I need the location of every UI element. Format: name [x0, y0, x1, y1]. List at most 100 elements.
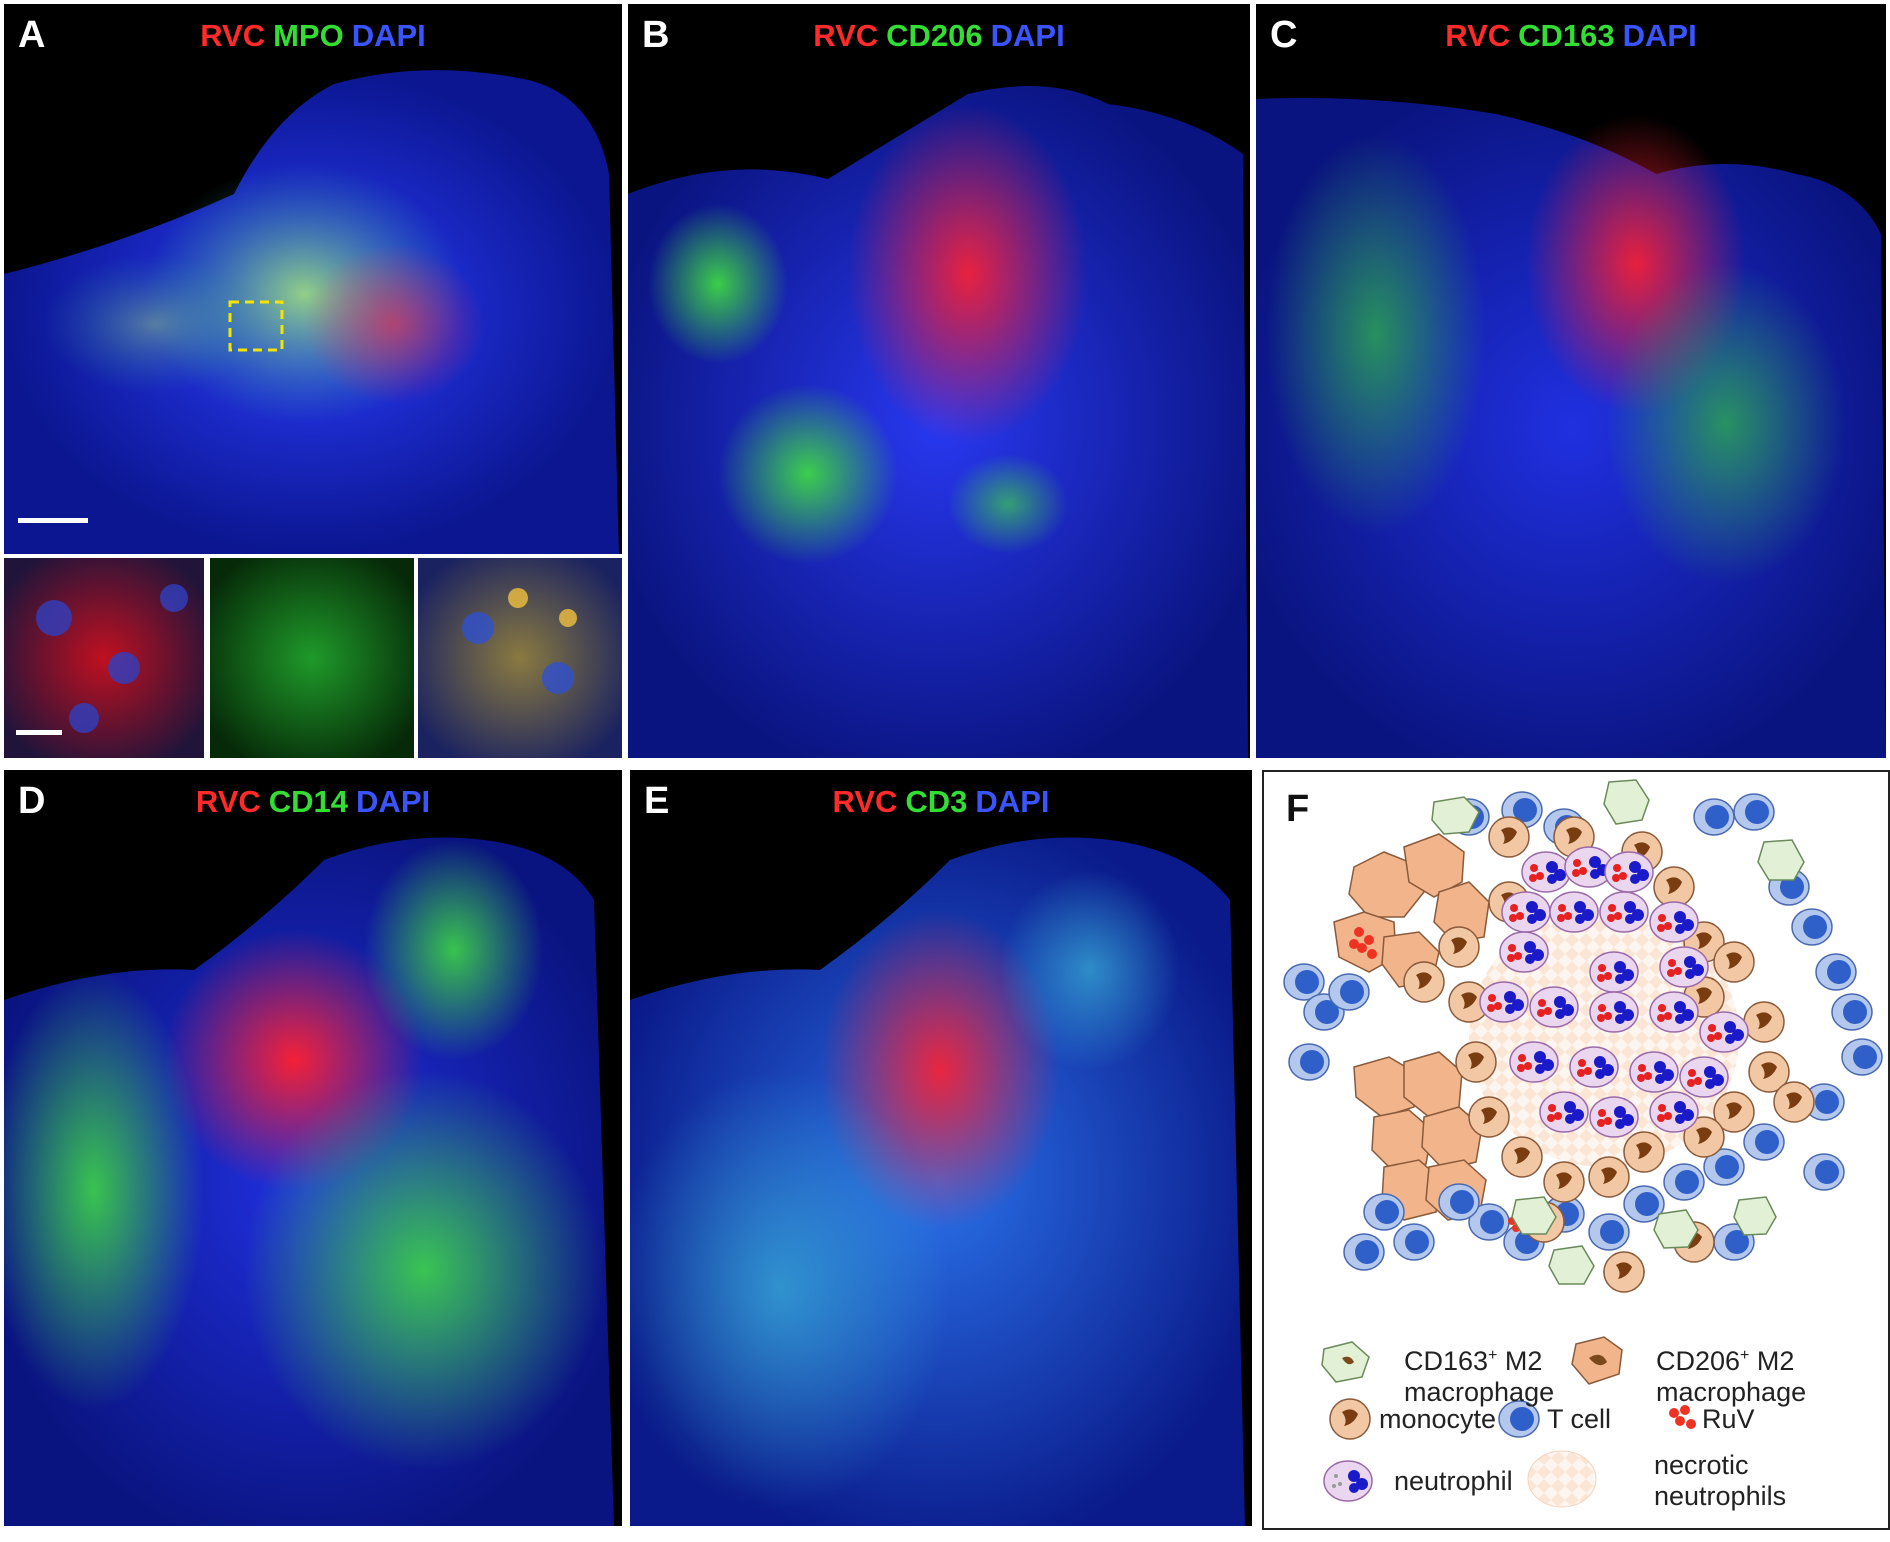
monocyte-icon	[1683, 1116, 1725, 1158]
panel-a-title: RVC MPO DAPI	[4, 18, 622, 54]
panel-f-schematic: F CD163 + M2 macrophage CD206+ M2 macroph…	[1262, 770, 1890, 1530]
legend-neutrophil-label: neutrophil	[1394, 1466, 1513, 1496]
neutrophil-icon	[1529, 986, 1579, 1028]
panel-b-image	[628, 4, 1250, 758]
panel-b-letter: B	[642, 14, 670, 56]
t-cell-icon	[1841, 1038, 1883, 1076]
t-cell-icon	[1283, 963, 1325, 1001]
legend-necrotic-label: necrotic neutrophils	[1654, 1450, 1786, 1512]
panel-a-title-dapi: DAPI	[351, 18, 426, 53]
legend-necrotic-line2: neutrophils	[1654, 1481, 1787, 1511]
neutrophil-icon	[1539, 1091, 1589, 1133]
legend-monocyte-nucleus-icon	[1342, 1409, 1358, 1426]
monocyte-icon	[1603, 1251, 1645, 1293]
monocyte-icon	[1748, 1051, 1790, 1093]
panel-e-image	[630, 770, 1252, 1526]
panel-c-title-rvc: RVC	[1445, 18, 1511, 53]
ruv-particles-macrophage	[1349, 927, 1377, 959]
neutrophil-icon	[1589, 1096, 1639, 1138]
neutrophil-icon	[1549, 891, 1599, 933]
t-cell-icon	[1588, 1213, 1630, 1251]
monocyte-icon	[1543, 1161, 1585, 1203]
neutrophil-icon	[1699, 1011, 1749, 1053]
panel-e-micrograph: E RVC CD3 DAPI	[630, 770, 1252, 1526]
legend-tcell-label: T cell	[1547, 1404, 1612, 1434]
panel-d-title: RVC CD14 DAPI	[4, 784, 622, 820]
neutrophil-icon	[1649, 901, 1699, 943]
monocyte-icon	[1743, 1001, 1785, 1043]
inset-red-image	[4, 558, 204, 758]
legend-cd163-nucleus-icon	[1342, 1356, 1354, 1365]
panel-c-micrograph: C RVC CD163 DAPI	[1256, 4, 1886, 758]
legend-ruv-label: RuV	[1702, 1404, 1755, 1434]
cd206-macrophage-cluster	[1333, 833, 1490, 1221]
legend-cd206-name: CD206	[1656, 1346, 1741, 1376]
panel-a-image	[4, 4, 622, 554]
panel-e-letter: E	[644, 780, 670, 822]
panel-b-micrograph: B RVC CD206 DAPI	[628, 4, 1250, 758]
neutrophil-icon	[1499, 931, 1549, 973]
t-cell-icon	[1815, 953, 1857, 991]
panel-d-micrograph: D RVC CD14 DAPI	[4, 770, 622, 1526]
granuloma-diagram	[1283, 779, 1883, 1508]
panel-f-letter: F	[1286, 788, 1310, 830]
neutrophil-icon	[1501, 891, 1551, 933]
t-cell-icon	[1743, 1123, 1785, 1161]
panel-a-inset-green	[210, 558, 414, 758]
legend-tcell-nucleus-icon	[1510, 1407, 1534, 1431]
panel-c-letter: C	[1270, 14, 1298, 56]
neutrophil-icon	[1564, 846, 1614, 888]
legend-neutrophil-granules-icon	[1332, 1474, 1342, 1488]
monocyte-icon	[1501, 1136, 1543, 1178]
monocyte-icon	[1403, 961, 1445, 1003]
panel-d-image	[4, 770, 622, 1526]
t-cell-icon	[1438, 1183, 1480, 1221]
t-cell-icon	[1693, 798, 1735, 836]
monocyte-icon	[1468, 1096, 1510, 1138]
neutrophil-icon	[1679, 1056, 1729, 1098]
legend-cd163-name: CD163	[1404, 1346, 1489, 1376]
panel-e-title-rvc: RVC	[832, 784, 898, 819]
legend-cd206-nucleus-icon	[1589, 1354, 1607, 1366]
neutrophil-icon	[1649, 1091, 1699, 1133]
legend-cd206-line2: macrophage	[1656, 1377, 1807, 1407]
neutrophil-icon	[1629, 1051, 1679, 1093]
t-cell-icon	[1343, 1233, 1385, 1271]
panel-d-title-marker: CD14	[268, 784, 349, 819]
panel-a-inset-merge	[418, 558, 622, 758]
legend-necrotic-line1: necrotic	[1654, 1450, 1749, 1480]
legend-necrotic-icon	[1527, 1450, 1597, 1508]
panel-d-letter: D	[18, 780, 46, 822]
panel-b-title-rvc: RVC	[813, 18, 879, 53]
legend-cd163-line2: macrophage	[1404, 1377, 1555, 1407]
panel-a-letter: A	[18, 14, 46, 56]
panel-a-micrograph: A RVC MPO DAPI	[4, 4, 622, 554]
monocyte-icon	[1438, 926, 1480, 968]
t-cell-icon	[1791, 908, 1833, 946]
neutrophil-icon	[1589, 951, 1639, 993]
panel-c-title: RVC CD163 DAPI	[1256, 18, 1886, 54]
panel-c-title-dapi: DAPI	[1622, 18, 1697, 53]
monocyte-icon	[1653, 866, 1695, 908]
monocyte-icon	[1713, 941, 1755, 983]
neutrophil-icon	[1649, 991, 1699, 1033]
monocyte-icon	[1588, 1156, 1630, 1198]
panel-e-title: RVC CD3 DAPI	[630, 784, 1252, 820]
neutrophil-icon	[1569, 1046, 1619, 1088]
monocyte-icon	[1448, 981, 1490, 1023]
legend-monocyte-label: monocyte	[1379, 1404, 1497, 1434]
neutrophil-icon	[1599, 891, 1649, 933]
panel-d-title-rvc: RVC	[195, 784, 261, 819]
panel-d-title-dapi: DAPI	[356, 784, 431, 819]
neutrophil-icon	[1604, 851, 1654, 893]
legend-cd206-sup: +	[1740, 1347, 1750, 1364]
cd163-macrophage-group	[1431, 779, 1805, 1285]
t-cell-icon	[1363, 1193, 1405, 1231]
panel-b-title: RVC CD206 DAPI	[628, 18, 1250, 54]
panel-c-title-marker: CD163	[1518, 18, 1615, 53]
monocyte-icon	[1713, 1091, 1755, 1133]
legend-cd163-rest: M2	[1497, 1346, 1543, 1376]
neutrophil-icon	[1479, 981, 1529, 1023]
legend-cd206-label: CD206+ M2 macrophage	[1656, 1340, 1806, 1408]
panel-a-scale-bar	[18, 518, 88, 523]
